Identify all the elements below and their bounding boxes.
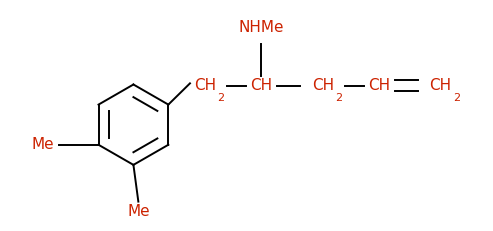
- Text: CH: CH: [194, 78, 216, 93]
- Text: 2: 2: [335, 93, 343, 103]
- Text: CH: CH: [312, 78, 334, 93]
- Text: CH: CH: [250, 78, 272, 93]
- Text: Me: Me: [32, 137, 54, 152]
- Text: 2: 2: [454, 93, 460, 103]
- Text: 2: 2: [217, 93, 224, 103]
- Text: CH: CH: [429, 78, 452, 93]
- Text: NHMe: NHMe: [239, 20, 284, 35]
- Text: Me: Me: [127, 204, 150, 219]
- Text: CH: CH: [368, 78, 390, 93]
